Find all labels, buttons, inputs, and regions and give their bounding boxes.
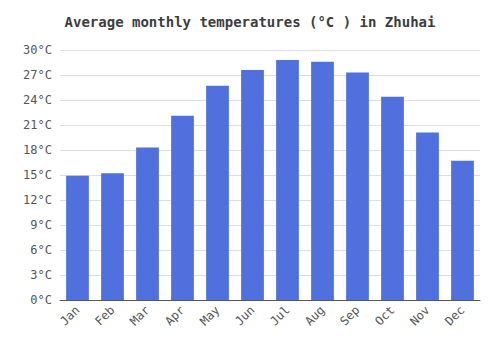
svg-text:0°C: 0°C [30, 293, 52, 307]
svg-text:30°C: 30°C [23, 43, 52, 57]
svg-text:Nov: Nov [407, 303, 432, 328]
svg-text:Dec: Dec [442, 303, 467, 328]
svg-text:27°C: 27°C [23, 68, 52, 82]
svg-text:3°C: 3°C [30, 268, 52, 282]
svg-text:Jun: Jun [232, 303, 257, 328]
svg-text:Feb: Feb [92, 303, 117, 328]
svg-text:Sep: Sep [337, 303, 362, 328]
svg-text:Apr: Apr [162, 303, 187, 328]
svg-text:24°C: 24°C [23, 93, 52, 107]
svg-text:Oct: Oct [372, 303, 397, 328]
svg-text:15°C: 15°C [23, 168, 52, 182]
svg-text:9°C: 9°C [30, 218, 52, 232]
svg-text:6°C: 6°C [30, 243, 52, 257]
svg-text:Aug: Aug [302, 303, 327, 328]
svg-text:12°C: 12°C [23, 193, 52, 207]
svg-text:Jan: Jan [57, 303, 82, 328]
svg-text:May: May [197, 303, 222, 328]
svg-text:Mar: Mar [127, 303, 152, 328]
svg-text:21°C: 21°C [23, 118, 52, 132]
svg-text:Average monthly temperatures (: Average monthly temperatures (°C ) in Zh… [65, 14, 436, 30]
svg-text:18°C: 18°C [23, 143, 52, 157]
svg-text:Jul: Jul [267, 303, 292, 328]
